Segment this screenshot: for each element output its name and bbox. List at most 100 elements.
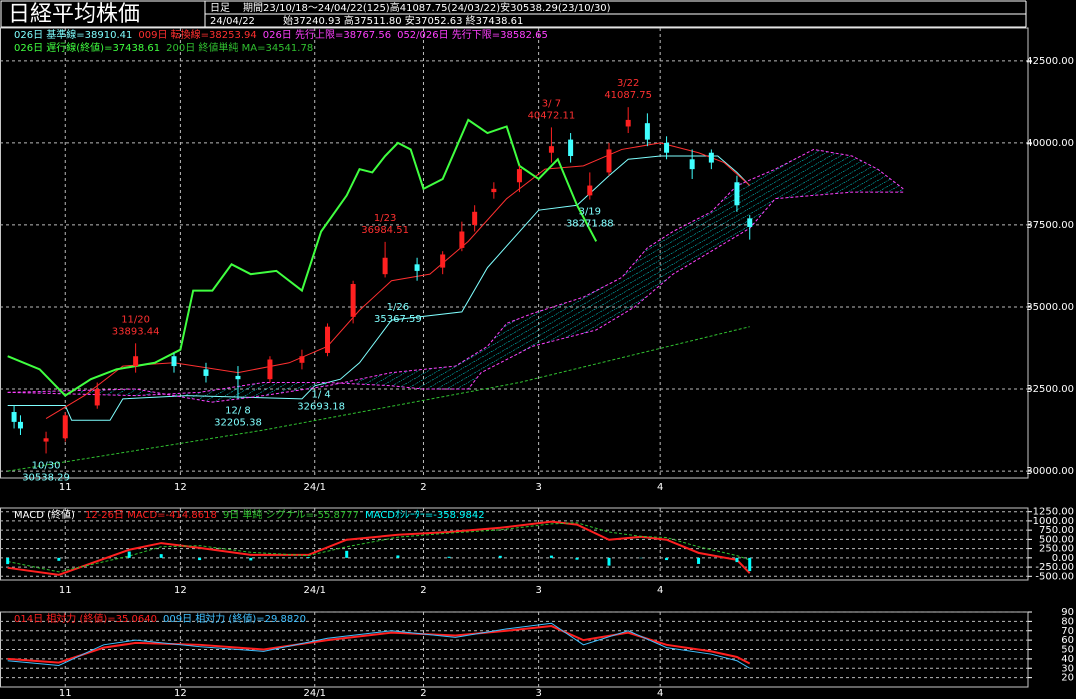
series-line (7, 326, 750, 472)
candle-body (203, 369, 209, 376)
annotation-date: 3/19 (579, 207, 601, 218)
candle-body (267, 359, 273, 380)
histogram-bar (549, 555, 553, 558)
y-tick-label: 37500.00 (1026, 220, 1074, 231)
histogram-bar (6, 557, 10, 565)
panel-frame (0, 507, 1029, 581)
histogram-bar (159, 554, 163, 558)
x-tick-label: 2 (420, 482, 426, 493)
legend-entry: 9日 単純 シグナル=-55.8777 (223, 508, 359, 521)
histogram-bar (607, 557, 611, 566)
histogram-bar (575, 557, 579, 560)
histogram-bar (735, 557, 739, 563)
legend-entry: 014日 相対力 (終値)=35.0640 (14, 612, 157, 625)
legend-entry: 026日 遅行線(終値)=37438.61 (14, 41, 160, 54)
candle-body (548, 146, 554, 153)
y-tick-label: 80 (1061, 616, 1074, 627)
series-line (7, 148, 904, 403)
histogram-bar (396, 555, 400, 558)
annotation-date: 10/30 (32, 460, 61, 471)
candle-body (644, 123, 650, 140)
annotation-date: 1/26 (387, 302, 409, 313)
timeframe: 日足 (210, 2, 230, 14)
candle-body (664, 142, 670, 153)
y-tick-label: 50 (1061, 645, 1074, 656)
chart-title: 日経平均株価 (8, 2, 140, 27)
legend-entry: 12-26日 MACD=-414.8618 (85, 510, 217, 521)
candle-body (382, 257, 388, 275)
x-tick-label: 4 (657, 482, 663, 493)
legend-entry: 052/026日 先行下限=38582.65 (397, 28, 548, 41)
annotation-value: 40472.11 (528, 110, 576, 121)
y-tick-label: 35000.00 (1026, 302, 1074, 313)
histogram-bar (127, 551, 131, 558)
y-tick-label: 90 (1061, 607, 1074, 618)
candle-body (133, 356, 139, 367)
y-tick-label: 32500.00 (1026, 384, 1074, 395)
legend-entry: 009日 転換線=38253.94 (138, 28, 256, 41)
x-tick-label: 4 (657, 688, 663, 699)
series-line (7, 191, 904, 397)
panel-frame (0, 27, 1029, 479)
candle-body (472, 211, 478, 225)
legend-entry: 009日 相対力 (終値)=29.8820 (163, 612, 306, 625)
histogram-bar (198, 557, 202, 561)
histogram-bar (57, 557, 61, 561)
x-tick-label: 2 (420, 585, 426, 596)
y-tick-label: 30 (1061, 663, 1074, 674)
annotation-date: 12/ 8 (225, 406, 251, 417)
histogram-bar (306, 557, 310, 558)
legend-entry: 026日 基準線=38910.41 (14, 28, 132, 41)
x-tick-label: 4 (657, 585, 663, 596)
y-tick-label: 40 (1061, 654, 1074, 665)
candle-body (516, 169, 522, 183)
candle-body (235, 375, 241, 380)
candle-body (689, 159, 695, 170)
histogram-bar (345, 550, 349, 558)
x-tick-label: 12 (174, 482, 187, 493)
x-tick-label: 3 (535, 585, 541, 596)
cloud-fill (7, 149, 904, 403)
candle-body (606, 149, 612, 173)
latest-date: 24/04/22 (210, 16, 255, 27)
candle-body (587, 185, 593, 196)
y-tick-label: -500.00 (1035, 571, 1074, 582)
candle-body (11, 412, 17, 422)
series-line (7, 625, 751, 665)
series-line (7, 622, 750, 669)
series-line (7, 520, 751, 576)
x-tick-label: 11 (59, 585, 72, 596)
histogram-bar (498, 555, 502, 558)
annotation-value: 41087.75 (604, 90, 652, 101)
candle-body (625, 119, 631, 127)
candle-body (440, 254, 446, 268)
histogram-bar (447, 556, 451, 558)
annotation-date: 1/ 4 (311, 390, 330, 401)
x-tick-label: 11 (59, 688, 72, 699)
y-tick-label: 1250.00 (1033, 507, 1074, 518)
legend-title: MACD (終値) (14, 508, 75, 521)
candle-body (568, 139, 574, 157)
y-tick-label: 500.00 (1039, 534, 1074, 545)
x-tick-label: 2 (420, 688, 426, 699)
annotation-date: 11/20 (121, 314, 150, 325)
series-line (7, 522, 750, 573)
x-tick-label: 24/1 (303, 688, 325, 699)
annotation-value: 35367.59 (374, 314, 422, 325)
candle-body (43, 438, 49, 442)
candle-body (414, 264, 420, 271)
annotation-date: 3/22 (617, 78, 639, 89)
candle-body (459, 231, 465, 248)
legend-entry: 200日 終値単純 MA=34541.78 (166, 41, 313, 54)
candle-body (350, 284, 356, 317)
candle-body (171, 356, 177, 367)
y-tick-label: 0.00 (1052, 553, 1074, 564)
y-tick-label: 70 (1061, 626, 1074, 637)
candle-body (17, 421, 23, 429)
x-tick-label: 24/1 (303, 585, 325, 596)
candle-body (325, 326, 331, 353)
y-tick-label: 20 (1061, 673, 1074, 684)
x-tick-label: 3 (535, 482, 541, 493)
annotation-value: 38271.88 (566, 219, 614, 230)
